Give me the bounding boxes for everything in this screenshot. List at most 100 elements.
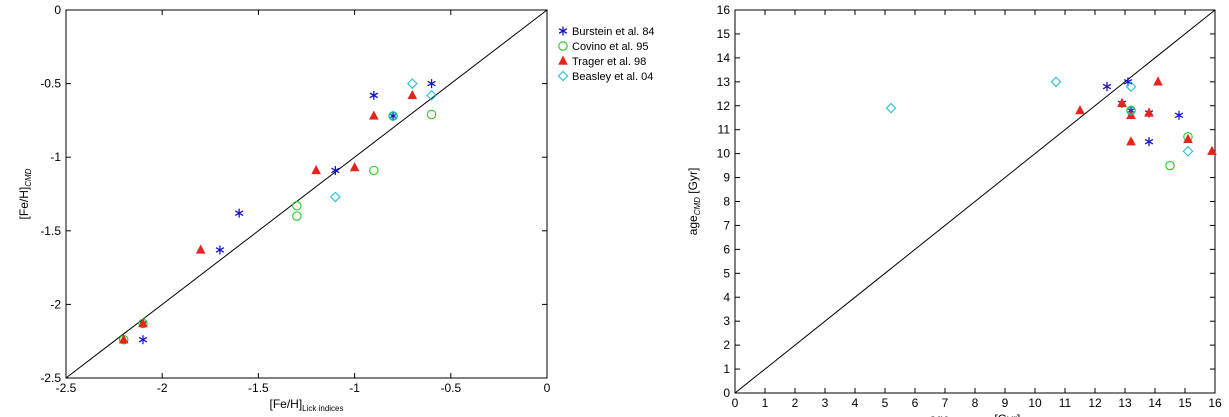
x-tick-label: 7: [942, 396, 949, 410]
data-point-asterisk: [215, 245, 225, 255]
x-tick-label: 8: [972, 396, 979, 410]
data-point-triangle: [1075, 105, 1085, 115]
y-tick-label: 2: [723, 338, 730, 352]
legend-item: Burstein et al. 84: [558, 26, 655, 38]
x-tick-label: -1.5: [248, 381, 269, 395]
y-tick-label: 8: [723, 195, 730, 209]
x-tick-label: 15: [1178, 396, 1192, 410]
y-axis-label: [Fe/H]CMD: [17, 168, 33, 219]
data-point-diamond: [387, 110, 399, 122]
y-tick-label: 7: [723, 218, 730, 232]
data-point-diamond: [406, 78, 418, 89]
x-tick-label: 10: [1028, 396, 1042, 410]
x-tick-label: 16: [1208, 396, 1222, 410]
data-point-circle: [1165, 160, 1175, 171]
chart-age: 0 1 2 3 4 5 6 7 8 9 10 11 12 13 14 15 160123456789101112…: [686, 3, 1222, 417]
x-tick-label: -2.5: [56, 381, 77, 395]
y-tick-label: 11: [718, 123, 731, 137]
data-point-asterisk: [1144, 137, 1154, 147]
x-tick-label: 9: [1002, 396, 1009, 410]
data-point-circle: [369, 165, 379, 176]
legend-marker-asterisk: [558, 26, 568, 36]
y-tick-label: -1: [50, 150, 61, 164]
data-point-diamond: [329, 191, 341, 203]
data-point-asterisk: [138, 335, 148, 345]
x-tick-label: -2: [157, 381, 168, 395]
x-tick-label: 13: [1118, 396, 1132, 410]
x-tick-label: -1: [349, 381, 360, 395]
x-tick-label: 14: [1148, 396, 1162, 410]
data-point-triangle: [138, 318, 148, 328]
legend-marker-circle: [558, 41, 568, 51]
legend-item: Beasley et al. 04: [557, 70, 653, 83]
x-tick-label: 6: [912, 396, 919, 410]
y-tick-label: 14: [717, 51, 731, 65]
data-point-circle: [292, 201, 302, 211]
data-point-triangle: [407, 89, 418, 100]
data-point-diamond: [1050, 76, 1062, 88]
legend-label: Covino et al. 95: [572, 41, 648, 53]
y-tick-label: 6: [723, 242, 730, 256]
y-tick-label: -2.5: [40, 371, 61, 385]
data-point-asterisk: [234, 208, 244, 218]
data-point-diamond: [1125, 105, 1137, 116]
legend-label: Burstein et al. 84: [572, 26, 655, 38]
data-point-circle: [426, 109, 437, 120]
x-tick-label: 0: [732, 396, 739, 410]
y-tick-label: 0: [723, 386, 730, 400]
data-point-triangle: [1153, 76, 1163, 86]
data-point-asterisk: [427, 79, 436, 89]
legend-label: Trager et al. 98: [572, 56, 646, 68]
data-point-triangle: [1117, 97, 1127, 108]
x-tick-label: 5: [882, 396, 889, 410]
legend-marker-diamond: [557, 70, 569, 82]
data-point-asterisk: [369, 90, 379, 100]
x-tick-label: 0: [544, 381, 551, 395]
y-tick-label: 9: [723, 171, 730, 185]
data-point-triangle: [195, 244, 206, 254]
y-tick-label: -1.5: [40, 224, 61, 238]
y-tick-label: 10: [717, 147, 731, 161]
legend-label: Beasley et al. 04: [572, 71, 653, 83]
data-point-diamond: [426, 89, 437, 101]
data-point-triangle: [1144, 107, 1154, 117]
data-point-asterisk: [331, 165, 340, 175]
y-tick-label: 12: [717, 99, 731, 113]
x-tick-label: 3: [822, 396, 829, 410]
legend: Burstein et al. 84 Covino et al. 95 Trager…: [557, 26, 655, 83]
x-tick-label: 1: [762, 396, 769, 410]
y-tick-label: 4: [723, 290, 730, 304]
data-point-triangle: [118, 334, 129, 344]
x-axis-label: [Fe/H]Lick indices: [269, 397, 343, 413]
data-point-triangle: [369, 110, 379, 120]
y-tick-label: 3: [723, 314, 730, 328]
y-tick-label: 5: [723, 266, 730, 280]
data-point-asterisk: [1102, 82, 1112, 92]
data-point-diamond: [885, 102, 897, 114]
legend-marker-triangle: [558, 55, 568, 65]
y-tick-label: -0.5: [40, 77, 61, 91]
data-point-circle: [292, 211, 302, 221]
chart-metallicity: -2.5 -2 -1.5 -1 -0.5 0 -2.5 -2 -1.5 -1 -0.5 0 [Fe/H]…: [17, 3, 551, 413]
data-point-triangle: [1183, 133, 1193, 143]
x-tick-label: 2: [792, 396, 799, 410]
y-tick-label: 15: [717, 27, 731, 41]
y-tick-label: -2: [50, 297, 61, 311]
one-to-one-line: [65, 9, 548, 379]
one-to-one-line: [734, 9, 1216, 394]
data-point-triangle: [1207, 145, 1217, 155]
data-point-triangle: [1126, 136, 1136, 146]
y-tick-label: 16: [717, 3, 731, 17]
y-tick-label: 0: [54, 3, 61, 17]
legend-item: Covino et al. 95: [558, 41, 648, 53]
y-tick-label: 13: [717, 75, 731, 89]
data-point-asterisk: [1174, 110, 1184, 120]
y-axis-label: ageCMD [Gyr]: [686, 168, 702, 236]
data-point-diamond: [1182, 145, 1194, 157]
x-axis-label: ageLick indices [Gyr]: [930, 412, 1021, 417]
x-tick-label: -0.5: [440, 381, 461, 395]
data-point-triangle: [349, 162, 360, 172]
legend-item: Trager et al. 98: [558, 55, 646, 68]
x-tick-label: 11: [1059, 396, 1072, 410]
